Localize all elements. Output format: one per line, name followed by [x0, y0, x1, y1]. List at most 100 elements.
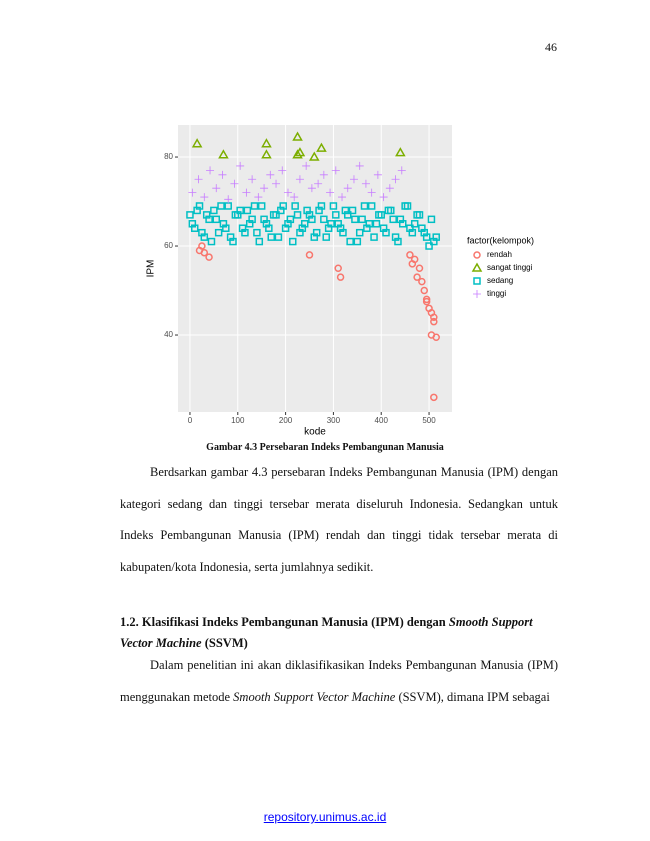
x-tick-label: 500 — [422, 416, 436, 425]
point — [307, 184, 316, 193]
point — [278, 166, 287, 175]
x-tick-label: 100 — [231, 416, 245, 425]
point — [387, 206, 395, 215]
point — [346, 237, 354, 246]
point — [398, 220, 407, 228]
point — [283, 188, 292, 197]
point — [236, 161, 245, 170]
point — [205, 215, 213, 224]
paragraph: Dalam penelitian ini akan diklasifikasik… — [120, 650, 558, 713]
point — [391, 175, 400, 184]
point — [248, 215, 256, 224]
point — [427, 215, 436, 224]
point — [210, 206, 218, 215]
heading-number: 1.2. — [120, 615, 139, 629]
point — [422, 297, 431, 306]
point — [260, 184, 269, 193]
plot-background — [178, 125, 452, 412]
point — [361, 179, 370, 188]
y-tick-label: 40 — [164, 330, 173, 339]
point — [217, 202, 225, 210]
point — [253, 228, 261, 237]
point — [326, 188, 335, 197]
point — [367, 202, 376, 210]
point — [403, 202, 412, 210]
point — [274, 233, 283, 241]
point — [242, 188, 251, 197]
x-tick-label: 400 — [375, 416, 389, 425]
point — [265, 224, 273, 232]
point — [206, 166, 215, 175]
point — [327, 220, 335, 228]
point — [336, 273, 345, 281]
point — [312, 228, 321, 237]
text: Dalam penelitian ini akan diklasifikasik… — [120, 658, 558, 704]
point — [305, 251, 314, 259]
point — [254, 193, 263, 202]
point — [243, 206, 252, 215]
point — [200, 233, 209, 241]
point — [425, 242, 433, 250]
point — [207, 237, 216, 246]
point — [295, 175, 304, 184]
point — [379, 193, 388, 202]
x-axis-label: kode — [304, 427, 326, 438]
point — [230, 179, 239, 188]
point — [422, 233, 431, 241]
point — [397, 166, 406, 175]
point — [194, 175, 203, 184]
legend-key — [473, 277, 481, 285]
legend-label: tinggi — [487, 289, 506, 298]
point — [261, 149, 272, 159]
legend-label: sangat tinggi — [487, 263, 533, 272]
point — [212, 215, 221, 224]
point — [188, 188, 197, 197]
point — [236, 206, 244, 215]
point — [214, 228, 223, 237]
point — [200, 193, 209, 202]
point — [351, 215, 359, 224]
heading-italic: Smooth Support Vector Machine — [120, 615, 533, 650]
point — [355, 161, 364, 170]
point — [420, 286, 429, 295]
point — [394, 237, 402, 246]
point — [430, 317, 438, 326]
footer-link[interactable]: repository.unimus.ac.id — [263, 810, 387, 824]
heading-suffix: (SSVM) — [204, 636, 248, 650]
point — [222, 224, 230, 232]
point — [332, 211, 340, 219]
legend-key — [473, 251, 481, 259]
point — [316, 142, 327, 152]
point — [224, 195, 233, 204]
point — [261, 138, 272, 148]
point — [360, 202, 369, 210]
legend-title: factor(kelompok) — [467, 235, 534, 245]
y-axis-label: IPM — [146, 260, 157, 278]
point — [218, 170, 227, 179]
point — [229, 237, 237, 246]
point — [430, 393, 438, 402]
point — [382, 228, 390, 237]
point — [389, 215, 397, 224]
point — [410, 220, 419, 228]
point — [300, 220, 309, 228]
point — [314, 179, 323, 188]
point — [319, 170, 328, 179]
x-tick-label: 200 — [279, 416, 293, 425]
point — [255, 237, 264, 246]
point — [418, 277, 426, 286]
legend-key — [473, 290, 481, 298]
point — [248, 175, 257, 184]
point — [292, 131, 303, 141]
x-tick-label: 300 — [327, 416, 341, 425]
point — [430, 313, 438, 321]
page-number: 46 — [545, 40, 557, 54]
point — [241, 228, 249, 237]
heading-text: Klasifikasi Indeks Pembangunan Manusia (… — [141, 615, 446, 629]
x-tick-label: 0 — [188, 416, 193, 425]
point — [257, 202, 266, 210]
point — [432, 233, 440, 241]
point — [343, 184, 352, 193]
